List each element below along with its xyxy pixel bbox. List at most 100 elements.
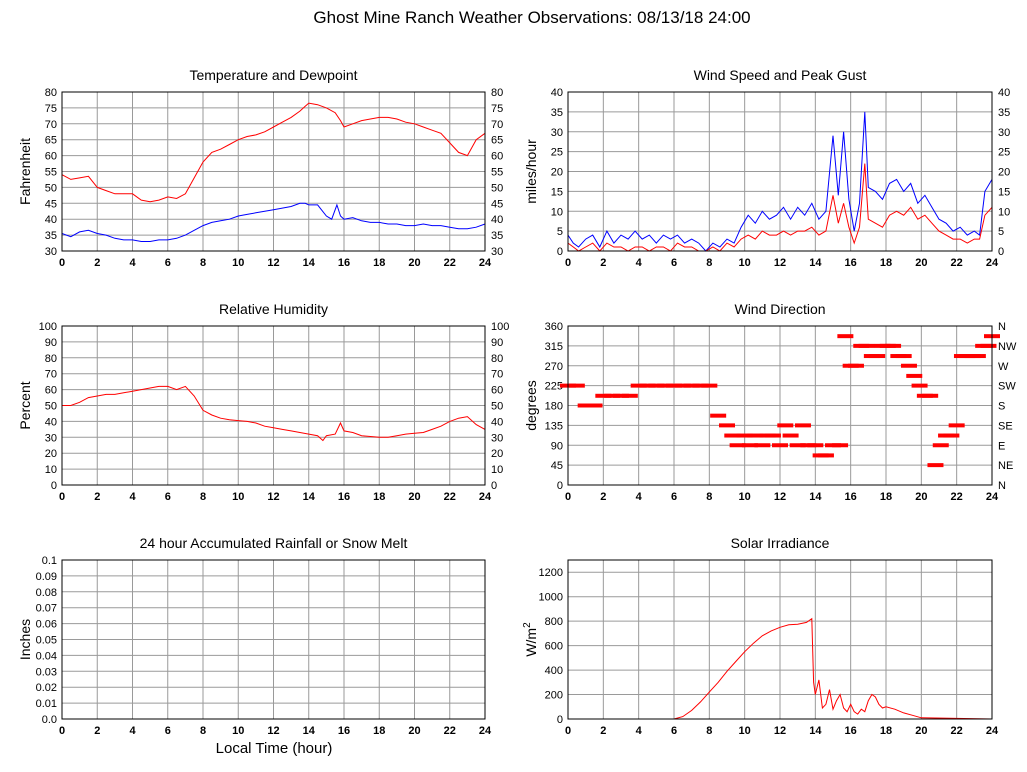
data-point xyxy=(832,443,849,448)
y-tick-label: 0.07 xyxy=(36,603,57,615)
y-tick-label-right: S xyxy=(998,401,1005,413)
y-axis-label-superscript: 2 xyxy=(522,622,533,628)
data-point xyxy=(630,383,647,388)
plot-frame xyxy=(567,325,993,486)
y-tick-label-right: 35 xyxy=(491,230,503,242)
y-tick-label: 0.03 xyxy=(36,666,57,678)
x-tick-label: 12 xyxy=(267,257,279,269)
y-tick-label-right: 20 xyxy=(491,448,503,460)
x-tick-label: 20 xyxy=(915,491,927,503)
data-point xyxy=(807,443,824,448)
y-tick-label-right: 30 xyxy=(491,246,503,258)
x-tick-label: 10 xyxy=(232,491,244,503)
y-tick-label-right: 30 xyxy=(491,432,503,444)
x-tick-label: 14 xyxy=(303,491,316,503)
y-tick-label-right: 65 xyxy=(491,135,503,147)
y-axis-label: Fahrenheit xyxy=(17,138,33,205)
x-tick-label: 18 xyxy=(373,491,385,503)
data-point xyxy=(754,443,771,448)
x-tick-label: 22 xyxy=(444,491,456,503)
x-tick-label: 16 xyxy=(845,725,857,737)
data-point xyxy=(895,354,912,359)
y-tick-label: 60 xyxy=(45,385,57,397)
y-tick-label: 10 xyxy=(45,464,57,476)
y-tick-label: 45 xyxy=(551,460,563,472)
data-point xyxy=(577,403,594,408)
plot-frame xyxy=(567,559,993,720)
y-tick-label: 65 xyxy=(45,135,57,147)
y-tick-label: 10 xyxy=(551,206,563,218)
y-tick-label-right: 75 xyxy=(491,103,503,115)
y-tick-label: 25 xyxy=(551,147,563,159)
y-tick-label-right: 10 xyxy=(491,464,503,476)
page-title: Ghost Mine Ranch Weather Observations: 0… xyxy=(313,8,751,27)
x-tick-label: 0 xyxy=(565,725,571,737)
plot-frame xyxy=(61,559,486,720)
x-tick-label: 6 xyxy=(671,257,677,269)
y-axis-label: W/m2 xyxy=(522,622,539,657)
y-tick-label: 0.01 xyxy=(36,698,57,710)
data-point xyxy=(736,433,753,438)
x-tick-label: 2 xyxy=(600,725,606,737)
data-point xyxy=(847,363,864,368)
y-tick-label: 225 xyxy=(545,381,563,393)
data-point xyxy=(969,354,986,359)
data-point xyxy=(817,453,834,458)
x-tick-label: 4 xyxy=(129,491,136,503)
x-tick-label: 12 xyxy=(267,725,279,737)
y-tick-label: 0 xyxy=(557,714,563,726)
x-tick-label: 6 xyxy=(165,725,171,737)
y-tick-label: 400 xyxy=(545,665,563,677)
y-tick-label-right: 5 xyxy=(998,226,1004,238)
y-tick-label-right: 40 xyxy=(491,416,503,428)
data-point xyxy=(922,393,939,398)
y-axis-label: Inches xyxy=(17,619,33,660)
y-tick-label-right: 60 xyxy=(491,151,503,163)
x-tick-label: 24 xyxy=(986,725,999,737)
data-point xyxy=(869,354,886,359)
y-tick-label-right: 80 xyxy=(491,87,503,99)
x-tick-label: 2 xyxy=(94,725,100,737)
series-line-0 xyxy=(568,617,993,720)
data-point xyxy=(604,393,621,398)
x-tick-label: 4 xyxy=(129,257,136,269)
y-tick-label: 270 xyxy=(545,361,563,373)
x-tick-label: 0 xyxy=(59,725,65,737)
y-tick-label: 180 xyxy=(545,401,563,413)
y-tick-label-right: NE xyxy=(998,460,1013,472)
x-tick-label: 8 xyxy=(706,725,712,737)
x-tick-label: 10 xyxy=(232,725,244,737)
y-axis-label-text: degrees xyxy=(523,380,539,431)
y-tick-label: 1000 xyxy=(539,592,563,604)
y-tick-label: 45 xyxy=(45,198,57,210)
x-tick-label: 10 xyxy=(232,257,244,269)
series-line-0 xyxy=(61,102,486,203)
data-point xyxy=(729,443,746,448)
series-line-0 xyxy=(62,385,486,442)
x-tick-label: 22 xyxy=(444,257,456,269)
x-tick-label: 0 xyxy=(59,257,65,269)
data-point xyxy=(932,443,949,448)
data-point xyxy=(794,423,811,428)
x-tick-label: 14 xyxy=(303,725,316,737)
data-point xyxy=(911,383,928,388)
data-point xyxy=(906,373,923,378)
y-tick-label-right: SW xyxy=(998,381,1016,393)
x-tick-label: 18 xyxy=(880,491,892,503)
data-point xyxy=(777,423,794,428)
y-tick-label-right: 50 xyxy=(491,401,503,413)
data-point xyxy=(719,423,735,428)
y-tick-label: 90 xyxy=(45,337,57,349)
x-tick-label: 22 xyxy=(951,725,963,737)
chart-title: Wind Direction xyxy=(734,301,825,317)
y-tick-label: 30 xyxy=(551,127,563,139)
x-tick-label: 4 xyxy=(636,725,643,737)
x-tick-label: 18 xyxy=(373,725,385,737)
y-tick-label-right: 0 xyxy=(998,246,1004,258)
data-point xyxy=(568,383,585,388)
y-tick-label: 100 xyxy=(39,321,57,333)
y-tick-label: 70 xyxy=(45,119,57,131)
x-tick-label: 4 xyxy=(636,257,643,269)
chart-title: Wind Speed and Peak Gust xyxy=(694,67,867,83)
y-tick-label: 30 xyxy=(45,246,57,258)
